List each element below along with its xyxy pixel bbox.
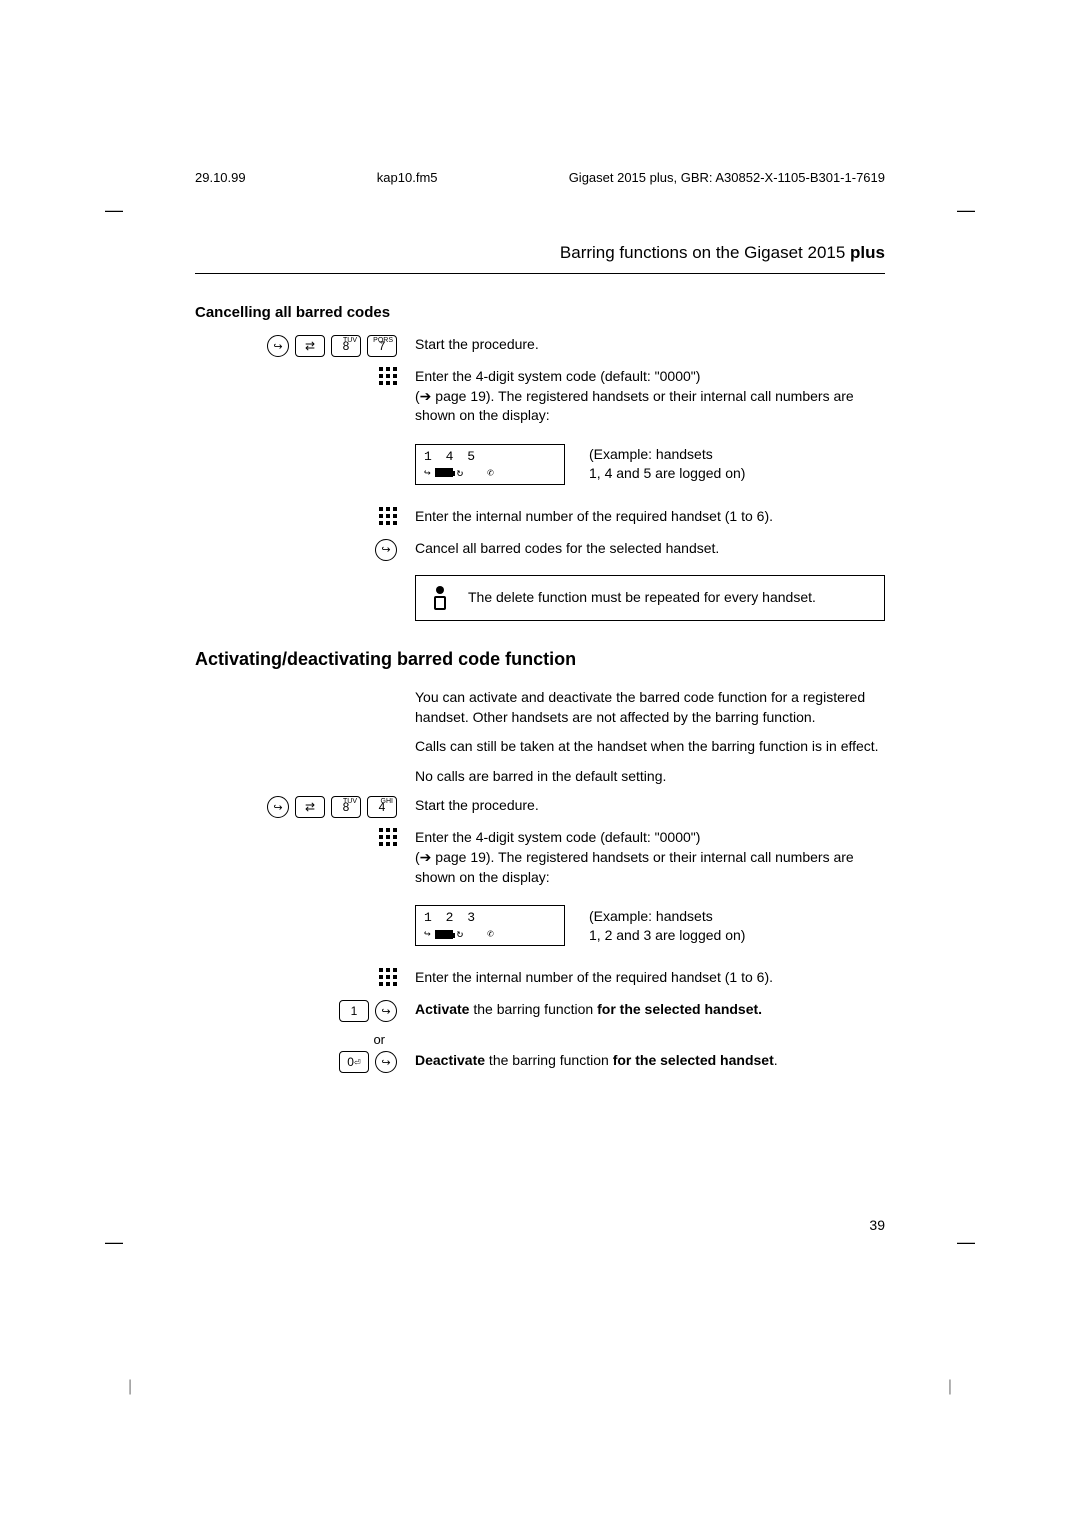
- handset-display: 1 2 3 ↪↻✆: [415, 905, 565, 946]
- key-sequence: ↪ ⇄ 8TUV 4GHI: [195, 796, 415, 818]
- intro-paragraph: Calls can still be taken at the handset …: [195, 737, 885, 757]
- key-0-icon: 0⏎: [339, 1051, 369, 1073]
- hash-key-icon: ⇄: [295, 335, 325, 357]
- intro-paragraph: No calls are barred in the default setti…: [195, 767, 885, 787]
- key-sequence: [195, 367, 415, 389]
- page-number: 39: [869, 1217, 885, 1233]
- registration-mark: |: [948, 1378, 952, 1396]
- step-row: ↪ ⇄ 8TUV 7PQRS Start the procedure.: [195, 335, 885, 357]
- key-7-icon: 7PQRS: [367, 335, 397, 357]
- step-row: Enter the internal number of the require…: [195, 968, 885, 990]
- step-text: Start the procedure.: [415, 796, 885, 816]
- crop-mark: —: [105, 200, 123, 221]
- header-file: kap10.fm5: [377, 170, 438, 185]
- step-text: Cancel all barred codes for the selected…: [415, 539, 885, 559]
- battery-icon: [435, 930, 453, 939]
- step-row: 0⏎ ↪ Deactivate the barring function for…: [195, 1051, 885, 1073]
- step-text: Enter the internal number of the require…: [415, 968, 885, 988]
- keypad-icon: [379, 968, 397, 990]
- key-sequence: 0⏎ ↪: [195, 1051, 415, 1073]
- key-sequence: ↪: [195, 539, 415, 561]
- key-sequence: [195, 968, 415, 990]
- note-box: The delete function must be repeated for…: [415, 575, 885, 621]
- subsection-heading: Cancelling all barred codes: [195, 304, 885, 321]
- step-text: Enter the 4-digit system code (default: …: [415, 828, 885, 887]
- header-doc-id: Gigaset 2015 plus, GBR: A30852-X-1105-B3…: [569, 170, 885, 185]
- section-heading: Activating/deactivating barred code func…: [195, 649, 885, 670]
- store-key-icon: ↪: [375, 1051, 397, 1073]
- step-text: Deactivate the barring function for the …: [415, 1051, 885, 1071]
- key-8-icon: 8TUV: [331, 335, 361, 357]
- example-text: (Example: handsets 1, 2 and 3 are logged…: [589, 907, 745, 945]
- crop-mark: —: [105, 1232, 123, 1253]
- key-sequence: 1 ↪: [195, 1000, 415, 1022]
- store-key-icon: ↪: [375, 1000, 397, 1022]
- key-sequence: [195, 828, 415, 850]
- display-example-row: 1 4 5 ↪↻✆ (Example: handsets 1, 4 and 5 …: [195, 436, 885, 497]
- page-header: 29.10.99 kap10.fm5 Gigaset 2015 plus, GB…: [195, 170, 885, 185]
- info-icon: [430, 586, 450, 610]
- key-4-icon: 4GHI: [367, 796, 397, 818]
- or-separator: or: [195, 1032, 415, 1047]
- keypad-icon: [379, 828, 397, 850]
- step-row: ↪ ⇄ 8TUV 4GHI Start the procedure.: [195, 796, 885, 818]
- handset-display: 1 4 5 ↪↻✆: [415, 444, 565, 485]
- registration-mark: |: [128, 1378, 132, 1396]
- step-text: Enter the 4-digit system code (default: …: [415, 367, 885, 426]
- page-content: 29.10.99 kap10.fm5 Gigaset 2015 plus, GB…: [0, 0, 1080, 1073]
- keypad-icon: [379, 367, 397, 389]
- step-row: ↪ Cancel all barred codes for the select…: [195, 539, 885, 561]
- store-key-icon: ↪: [267, 335, 289, 357]
- intro-paragraph: You can activate and deactivate the barr…: [195, 688, 885, 727]
- step-text: Activate the barring function for the se…: [415, 1000, 885, 1020]
- keypad-icon: [379, 507, 397, 529]
- key-8-icon: 8TUV: [331, 796, 361, 818]
- step-text: Enter the internal number of the require…: [415, 507, 885, 527]
- section-rule: [195, 273, 885, 274]
- display-example-row: 1 2 3 ↪↻✆ (Example: handsets 1, 2 and 3 …: [195, 897, 885, 958]
- crop-mark: —: [957, 200, 975, 221]
- step-text: Start the procedure.: [415, 335, 885, 355]
- step-row: Enter the internal number of the require…: [195, 507, 885, 529]
- battery-icon: [435, 468, 453, 477]
- example-text: (Example: handsets 1, 4 and 5 are logged…: [589, 445, 745, 483]
- header-date: 29.10.99: [195, 170, 246, 185]
- hash-key-icon: ⇄: [295, 796, 325, 818]
- key-sequence: ↪ ⇄ 8TUV 7PQRS: [195, 335, 415, 357]
- step-row: 1 ↪ Activate the barring function for th…: [195, 1000, 885, 1022]
- key-1-icon: 1: [339, 1000, 369, 1022]
- store-key-icon: ↪: [267, 796, 289, 818]
- step-row: Enter the 4-digit system code (default: …: [195, 367, 885, 426]
- store-key-icon: ↪: [375, 539, 397, 561]
- key-sequence: [195, 507, 415, 529]
- section-title: Barring functions on the Gigaset 2015 pl…: [195, 243, 885, 263]
- crop-mark: —: [957, 1232, 975, 1253]
- step-row: Enter the 4-digit system code (default: …: [195, 828, 885, 887]
